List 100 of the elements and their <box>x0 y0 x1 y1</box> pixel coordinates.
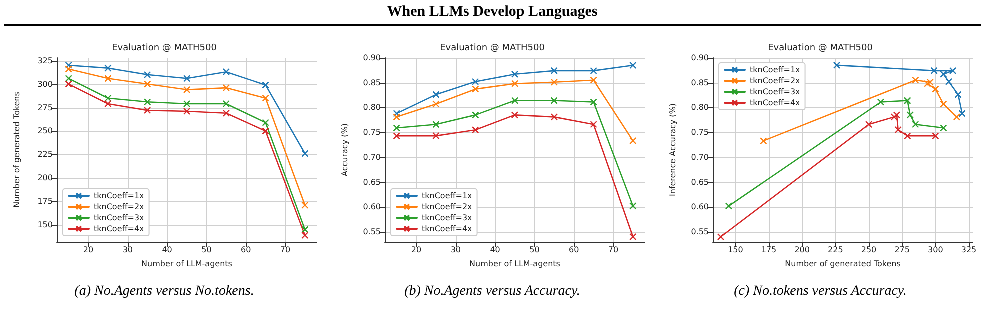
x-axis-title: Number of LLM-agents <box>470 260 560 268</box>
y-tick-label: 0.75 <box>691 128 709 138</box>
point <box>893 112 901 119</box>
x-tick-label: 70 <box>608 246 619 254</box>
point <box>904 132 912 140</box>
y-tick-label: 0.65 <box>363 178 381 187</box>
y-tick-label: 0.80 <box>363 103 381 112</box>
legend-label: tknCoeff=1x <box>422 192 473 200</box>
point <box>183 75 191 82</box>
point <box>932 86 940 93</box>
point <box>104 75 112 82</box>
point <box>65 80 72 88</box>
legend-label: tknCoeff=2x <box>94 202 145 212</box>
x-tick-label: 60 <box>240 246 252 254</box>
y-axis-title: Inference Accuracy (%) <box>668 103 678 197</box>
point <box>222 100 230 108</box>
x-axis-title: Number of generated Tokens <box>785 260 901 268</box>
y-axis-title: Number of generated Tokens <box>12 92 22 208</box>
x-axis-title: Number of LLM-agents <box>142 260 232 268</box>
text: (c) No.tokens versus Accuracy. <box>733 284 908 300</box>
point <box>630 62 637 70</box>
point <box>393 110 400 118</box>
point <box>550 97 558 104</box>
point <box>926 78 934 86</box>
chart-title: Evaluation @ MATH500 <box>440 44 546 54</box>
point <box>222 110 230 117</box>
point <box>953 114 961 121</box>
point <box>924 80 932 88</box>
point <box>144 98 152 106</box>
y-tick-label: 200 <box>38 174 53 183</box>
point <box>630 137 637 145</box>
point <box>104 94 112 102</box>
y-tick-label: 150 <box>38 220 53 230</box>
point <box>393 124 400 132</box>
point <box>183 100 191 108</box>
x-tick-label: 40 <box>162 246 172 254</box>
point <box>940 70 948 78</box>
x-tick-label: 150 <box>728 246 744 254</box>
point <box>262 128 270 135</box>
point <box>958 110 966 118</box>
y-tick-label: 0.70 <box>691 152 709 162</box>
y-tick-label: 0.55 <box>363 228 381 237</box>
x-tick-label: 275 <box>894 246 910 254</box>
x-tick-label: 30 <box>122 246 134 254</box>
point <box>590 67 598 75</box>
y-tick-label: 0.60 <box>691 202 709 212</box>
point <box>302 226 309 234</box>
point <box>65 66 72 73</box>
point <box>930 67 938 75</box>
legend-label: tknCoeff=3x <box>422 214 473 222</box>
point <box>222 84 230 92</box>
chart-title: Evaluation @ MATH500 <box>768 44 874 54</box>
legend-label: tknCoeff=2x <box>422 202 473 212</box>
point <box>262 119 270 126</box>
legend-label: tknCoeff=4x <box>422 224 473 234</box>
x-tick-label: 30 <box>450 246 462 254</box>
point <box>104 64 112 72</box>
y-tick-label: 0.85 <box>363 78 381 88</box>
point <box>590 76 598 84</box>
point <box>65 62 72 70</box>
y-tick-label: 0.85 <box>691 78 709 88</box>
point <box>472 86 480 93</box>
y-tick-label: 250 <box>38 126 53 136</box>
x-tick-label: 50 <box>530 246 540 254</box>
point <box>717 233 725 241</box>
y-tick-label: 0.90 <box>691 54 709 62</box>
y-tick-label: 0.65 <box>691 178 709 187</box>
point <box>302 150 309 158</box>
point <box>877 98 885 106</box>
point <box>945 78 953 86</box>
point <box>954 91 962 98</box>
point <box>912 76 920 84</box>
point <box>725 202 733 210</box>
point <box>511 70 519 78</box>
y-tick-label: 0.55 <box>691 228 709 237</box>
point <box>511 80 519 88</box>
x-tick-label: 250 <box>861 246 877 254</box>
x-tick-label: 60 <box>568 246 580 254</box>
point <box>183 86 191 94</box>
point <box>472 112 480 119</box>
x-tick-label: 200 <box>794 246 810 254</box>
x-tick-label: 325 <box>961 246 977 254</box>
y-tick-label: 275 <box>38 103 53 112</box>
text: (a) No.Agents versus No.tokens. <box>74 284 256 300</box>
point <box>222 68 230 76</box>
y-axis-title: Accuracy (%) <box>340 124 350 176</box>
y-tick-label: 0.75 <box>363 128 381 138</box>
x-tick-label: 40 <box>490 246 500 254</box>
point <box>906 112 914 119</box>
chart-title: Evaluation @ MATH500 <box>112 44 218 54</box>
point <box>890 114 898 121</box>
point <box>262 82 270 89</box>
point <box>511 112 519 119</box>
point <box>833 62 841 70</box>
point <box>550 78 558 86</box>
point <box>472 126 480 134</box>
y-tick-label: 300 <box>38 80 53 89</box>
point <box>302 202 309 209</box>
point <box>949 67 957 75</box>
point <box>144 71 152 78</box>
